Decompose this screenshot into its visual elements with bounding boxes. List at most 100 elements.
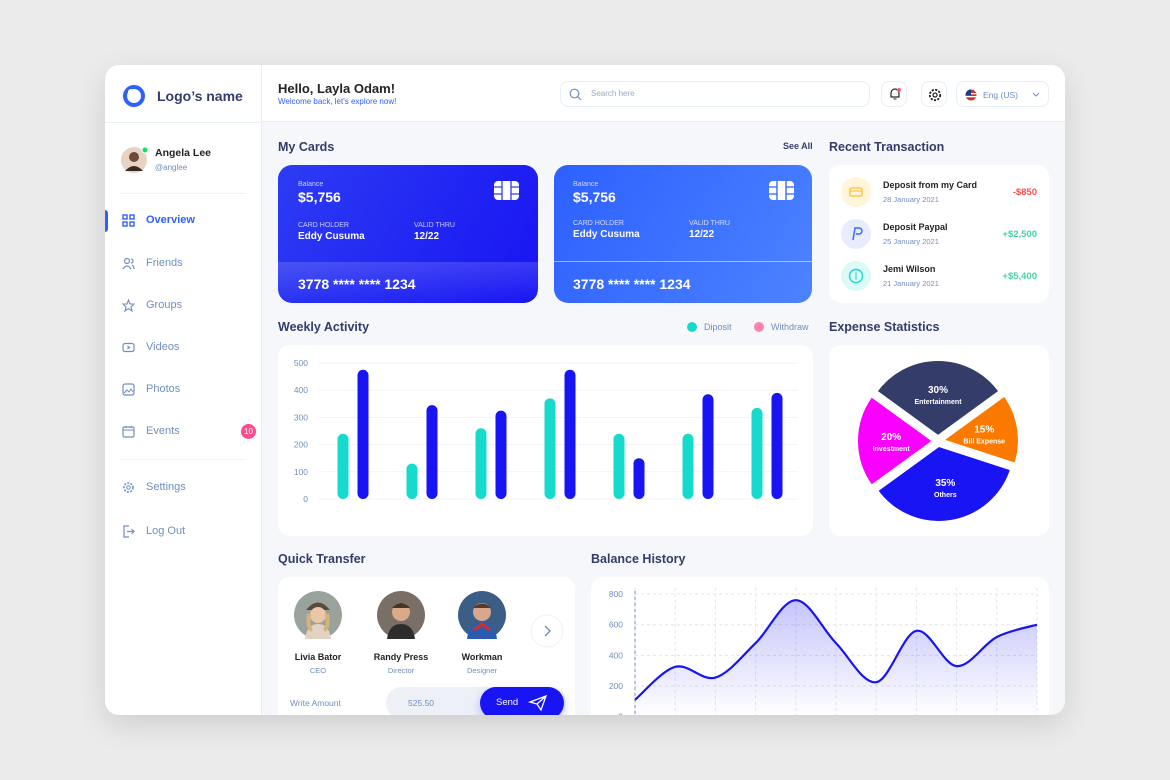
chart-title: Expense Statistics (829, 320, 940, 334)
bar (495, 410, 507, 499)
pie-chart: 30% Entertainment 15% Bill Expense 35% Others… (856, 359, 1020, 523)
transaction-amount: +$2,500 (1002, 229, 1037, 240)
y-tick-label: 300 (294, 412, 308, 422)
contact-role: Designer (466, 666, 498, 675)
pie-slice (875, 444, 1013, 523)
slice-category-label: Others (934, 492, 957, 499)
bar (633, 458, 645, 499)
contact-name: Workman (461, 652, 503, 662)
active-indicator (105, 210, 108, 232)
slice-value-label: 20% (881, 432, 901, 443)
amount-value: 525.50 (408, 698, 434, 708)
overview-icon (122, 214, 135, 227)
bar (613, 433, 625, 499)
user-name: Angela Lee (155, 147, 212, 159)
next-button[interactable] (530, 614, 564, 648)
transaction-title: Deposit from my Card (883, 180, 978, 190)
y-tick-label: 500 (294, 358, 308, 368)
user-avatar[interactable] (120, 146, 150, 176)
credit-card[interactable]: Balance $5,756 CARD HOLDER Eddy Cusuma V… (554, 165, 812, 303)
transaction-date: 21 January 2021 (883, 279, 939, 288)
card-valid: 12/22 (414, 231, 440, 242)
bar (475, 428, 487, 499)
nav-overview[interactable]: Overview (146, 214, 195, 226)
flag-icon (965, 89, 977, 101)
y-tick-label: 200 (609, 681, 623, 691)
contact-name: Livia Bator (294, 652, 342, 662)
y-tick-label: 0 (303, 494, 308, 504)
paypal-icon (841, 219, 871, 249)
nav-photos[interactable]: Photos (146, 383, 181, 395)
language-select[interactable]: Eng (US) (956, 81, 1049, 107)
logo-name: Logo’s name (157, 88, 243, 104)
divider (105, 122, 262, 123)
card-footer (278, 262, 538, 303)
slice-value-label: 30% (928, 385, 948, 396)
y-tick-label: 400 (609, 650, 623, 660)
valid-label: VALID THRU (414, 222, 455, 229)
section-title: Quick Transfer (278, 552, 366, 566)
section-title: My Cards (278, 140, 335, 154)
transaction-date: 25 January 2021 (883, 237, 939, 246)
coin-icon (841, 261, 871, 291)
send-button[interactable]: Send (480, 687, 564, 715)
section-title: Recent Transaction (829, 140, 945, 154)
pie-slice (856, 394, 935, 488)
transactions-panel: Deposit from my Card 28 January 2021 -$8… (829, 165, 1049, 303)
nav-videos[interactable]: Videos (146, 341, 180, 353)
nav-logout[interactable]: Log Out (146, 525, 186, 537)
contact-name: Randy Press (373, 652, 429, 662)
balance-label: Balance (573, 181, 599, 188)
chart-title: Weekly Activity (278, 320, 370, 334)
chart-title: Balance History (591, 552, 686, 566)
holder-label: CARD HOLDER (573, 220, 624, 227)
transaction-title: Jemi Wilson (883, 264, 936, 274)
bar (426, 405, 438, 499)
bar (682, 433, 694, 499)
settings-button[interactable] (921, 81, 947, 107)
photos-icon (122, 383, 135, 396)
nav-settings[interactable]: Settings (146, 481, 186, 493)
send-label: Send (496, 697, 519, 708)
bell-icon (890, 88, 901, 100)
transaction-amount: +$5,400 (1002, 271, 1037, 282)
notifications-button[interactable] (881, 81, 907, 107)
slice-category-label: Investment (873, 446, 911, 453)
credit-card[interactable]: Balance $5,756 CARD HOLDER Eddy Cusuma V… (278, 165, 538, 303)
settings-icon (123, 482, 134, 493)
events-badge: 10 (241, 424, 256, 439)
y-tick-label: 0 (618, 712, 623, 715)
card-balance: $5,756 (298, 189, 341, 205)
transaction-title: Deposit Paypal (883, 222, 948, 232)
nav-events[interactable]: Events (146, 425, 180, 437)
search-box[interactable]: Search here (560, 81, 870, 107)
bar (357, 369, 369, 499)
bar (337, 433, 349, 499)
nav-groups[interactable]: Groups (146, 299, 183, 311)
slice-value-label: 15% (974, 425, 994, 436)
line (634, 599, 1038, 701)
logo-icon (123, 85, 145, 107)
contact-avatar[interactable] (457, 590, 507, 640)
balance-label: Balance (298, 181, 324, 188)
card-number: 3778 **** **** 1234 (573, 276, 691, 292)
card-icon (841, 177, 871, 207)
slice-category-label: Entertainment (914, 399, 962, 406)
contact-avatar[interactable] (293, 590, 343, 640)
see-all-link[interactable]: See All (783, 141, 813, 151)
card-holder: Eddy Cusuma (573, 229, 640, 240)
y-tick-label: 100 (294, 467, 308, 477)
gear-icon (928, 88, 942, 102)
holder-label: CARD HOLDER (298, 222, 349, 229)
quick-transfer-panel: Livia Bator CEO Randy Press Director Wor… (278, 577, 575, 715)
nav-friends[interactable]: Friends (146, 257, 183, 269)
legend-swatch (754, 322, 764, 332)
card-holder: Eddy Cusuma (298, 231, 365, 242)
contact-avatar[interactable] (376, 590, 426, 640)
card-valid: 12/22 (689, 229, 715, 240)
y-tick-label: 600 (609, 620, 623, 630)
bar-chart: 0100200300400500SatSunMonTueWedThuFri (294, 358, 798, 504)
contact-role: Director (387, 666, 415, 675)
dashboard: Logo’s name Angela Lee @anglee Overview … (105, 65, 1065, 715)
user-handle: @anglee (155, 163, 188, 172)
